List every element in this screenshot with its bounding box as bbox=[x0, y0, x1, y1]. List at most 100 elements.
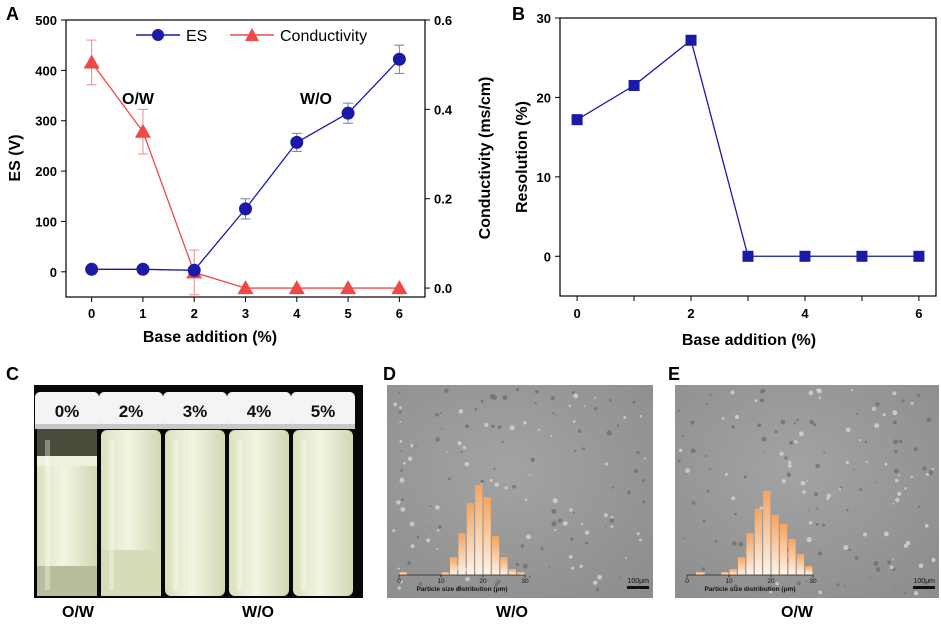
droplet-e-118 bbox=[910, 401, 914, 405]
droplet-e-75 bbox=[787, 460, 792, 465]
x-tick-label-a-4: 4 bbox=[293, 306, 301, 321]
droplet-d-33 bbox=[642, 500, 646, 504]
histogram-e: 0 10 20 30 Particle size distribution (μm) 10… bbox=[685, 491, 935, 593]
es-point-6 bbox=[392, 52, 406, 66]
droplet-e-92 bbox=[931, 557, 936, 563]
droplet-d-52 bbox=[392, 529, 396, 533]
droplet-e-142 bbox=[794, 440, 798, 444]
droplet-d-81 bbox=[535, 389, 539, 394]
bottle-body-3 bbox=[229, 430, 289, 596]
panel-c-letter: C bbox=[6, 364, 19, 384]
droplet-d-48 bbox=[530, 457, 535, 463]
droplet-e-108 bbox=[734, 414, 740, 420]
droplet-e-122 bbox=[894, 468, 899, 474]
bottle-3: 4% bbox=[227, 392, 291, 596]
hist-bar-d-12 bbox=[500, 557, 508, 575]
droplet-e-42 bbox=[774, 430, 778, 434]
droplet-d-64 bbox=[462, 445, 466, 450]
droplet-d-10 bbox=[489, 478, 493, 482]
droplet-e-105 bbox=[852, 468, 855, 471]
droplet-d-116 bbox=[410, 443, 414, 448]
hist-bar-d-11 bbox=[492, 536, 500, 575]
panel-b-xlabel: Base addition (%) bbox=[682, 332, 816, 349]
droplet-e-104 bbox=[894, 449, 898, 454]
droplet-d-70 bbox=[441, 427, 443, 430]
droplet-d-96 bbox=[634, 469, 639, 474]
droplet-d-136 bbox=[426, 538, 431, 543]
droplet-e-90 bbox=[781, 479, 786, 484]
bottle-body-0 bbox=[37, 430, 97, 596]
droplet-d-72 bbox=[515, 387, 520, 392]
droplet-d-69 bbox=[489, 394, 495, 399]
droplet-e-132 bbox=[738, 541, 744, 547]
droplet-e-29 bbox=[901, 399, 905, 403]
hist-bar-e-14 bbox=[805, 566, 813, 575]
bottle-cap-rim-3 bbox=[227, 424, 291, 429]
droplet-e-120 bbox=[826, 493, 832, 498]
droplet-d-42 bbox=[604, 525, 607, 528]
droplet-d-114 bbox=[557, 518, 563, 524]
hist-tick-label-d-2: 20 bbox=[479, 578, 487, 585]
droplet-d-98 bbox=[638, 538, 642, 542]
droplet-d-99 bbox=[573, 393, 579, 399]
droplet-d-112 bbox=[534, 402, 537, 405]
droplet-e-67 bbox=[846, 509, 849, 512]
es-point-5 bbox=[341, 106, 355, 120]
droplet-e-125 bbox=[762, 389, 766, 393]
droplet-e-136 bbox=[730, 390, 735, 395]
panel-a-marks bbox=[83, 39, 408, 296]
droplet-d-68 bbox=[571, 566, 575, 570]
droplet-d-117 bbox=[526, 534, 531, 540]
droplet-e-85 bbox=[779, 451, 784, 456]
droplet-d-39 bbox=[540, 547, 544, 551]
hist-xlabel-d: Particle size distribution (μm) bbox=[416, 586, 507, 593]
legend-es-marker bbox=[152, 29, 164, 41]
droplet-e-51 bbox=[822, 523, 826, 527]
droplet-d-100 bbox=[616, 424, 620, 427]
droplet-d-77 bbox=[399, 439, 403, 443]
droplet-d-4 bbox=[416, 535, 420, 539]
droplet-d-38 bbox=[579, 564, 583, 568]
droplet-d-75 bbox=[502, 395, 508, 401]
droplet-e-62 bbox=[874, 481, 877, 483]
bottle-cap-rim-0 bbox=[35, 424, 99, 429]
droplet-d-60 bbox=[528, 575, 532, 578]
droplet-e-89 bbox=[789, 440, 794, 445]
es-point-0 bbox=[85, 262, 99, 276]
droplet-e-74 bbox=[873, 561, 879, 566]
droplet-d-41 bbox=[570, 537, 574, 541]
hist-bar-e-5 bbox=[729, 569, 737, 575]
droplet-d-6 bbox=[497, 425, 502, 429]
droplet-d-19 bbox=[528, 473, 531, 476]
droplet-e-82 bbox=[757, 423, 762, 428]
droplet-d-143 bbox=[583, 405, 586, 408]
scale-bar-e bbox=[913, 586, 935, 589]
droplet-d-18 bbox=[399, 580, 403, 584]
hist-bar-d-5 bbox=[441, 572, 449, 575]
droplet-e-9 bbox=[865, 460, 868, 464]
panel-d-caption: W/O bbox=[496, 604, 528, 621]
droplet-e-139 bbox=[838, 488, 842, 491]
droplet-d-95 bbox=[572, 390, 575, 394]
droplet-e-116 bbox=[705, 402, 708, 405]
bottle-highlight-2 bbox=[173, 440, 178, 590]
droplet-d-145 bbox=[550, 396, 555, 401]
hist-tick-label-e-2: 20 bbox=[767, 578, 775, 585]
bottle-body-2 bbox=[165, 430, 225, 596]
bottle-highlight-0 bbox=[45, 440, 50, 590]
panel-c: C 0% 2% 3% 4% 5% O/W W/O bbox=[6, 364, 363, 621]
bottle-1: 2% bbox=[99, 392, 163, 596]
droplet-e-48 bbox=[815, 523, 819, 526]
panel-a-xlabel: Base addition (%) bbox=[143, 329, 277, 346]
droplet-e-114 bbox=[814, 492, 819, 497]
y-tick-label-left-2: 200 bbox=[35, 164, 57, 179]
droplet-e-7 bbox=[818, 590, 823, 595]
droplet-d-140 bbox=[400, 506, 406, 512]
es-point-2 bbox=[187, 263, 201, 277]
droplet-d-147 bbox=[429, 504, 432, 507]
droplet-d-146 bbox=[410, 544, 415, 549]
droplet-d-135 bbox=[393, 402, 398, 407]
bottle-group: 0% 2% 3% 4% 5% bbox=[35, 392, 355, 596]
droplet-e-103 bbox=[883, 531, 889, 537]
droplet-d-80 bbox=[522, 563, 528, 569]
